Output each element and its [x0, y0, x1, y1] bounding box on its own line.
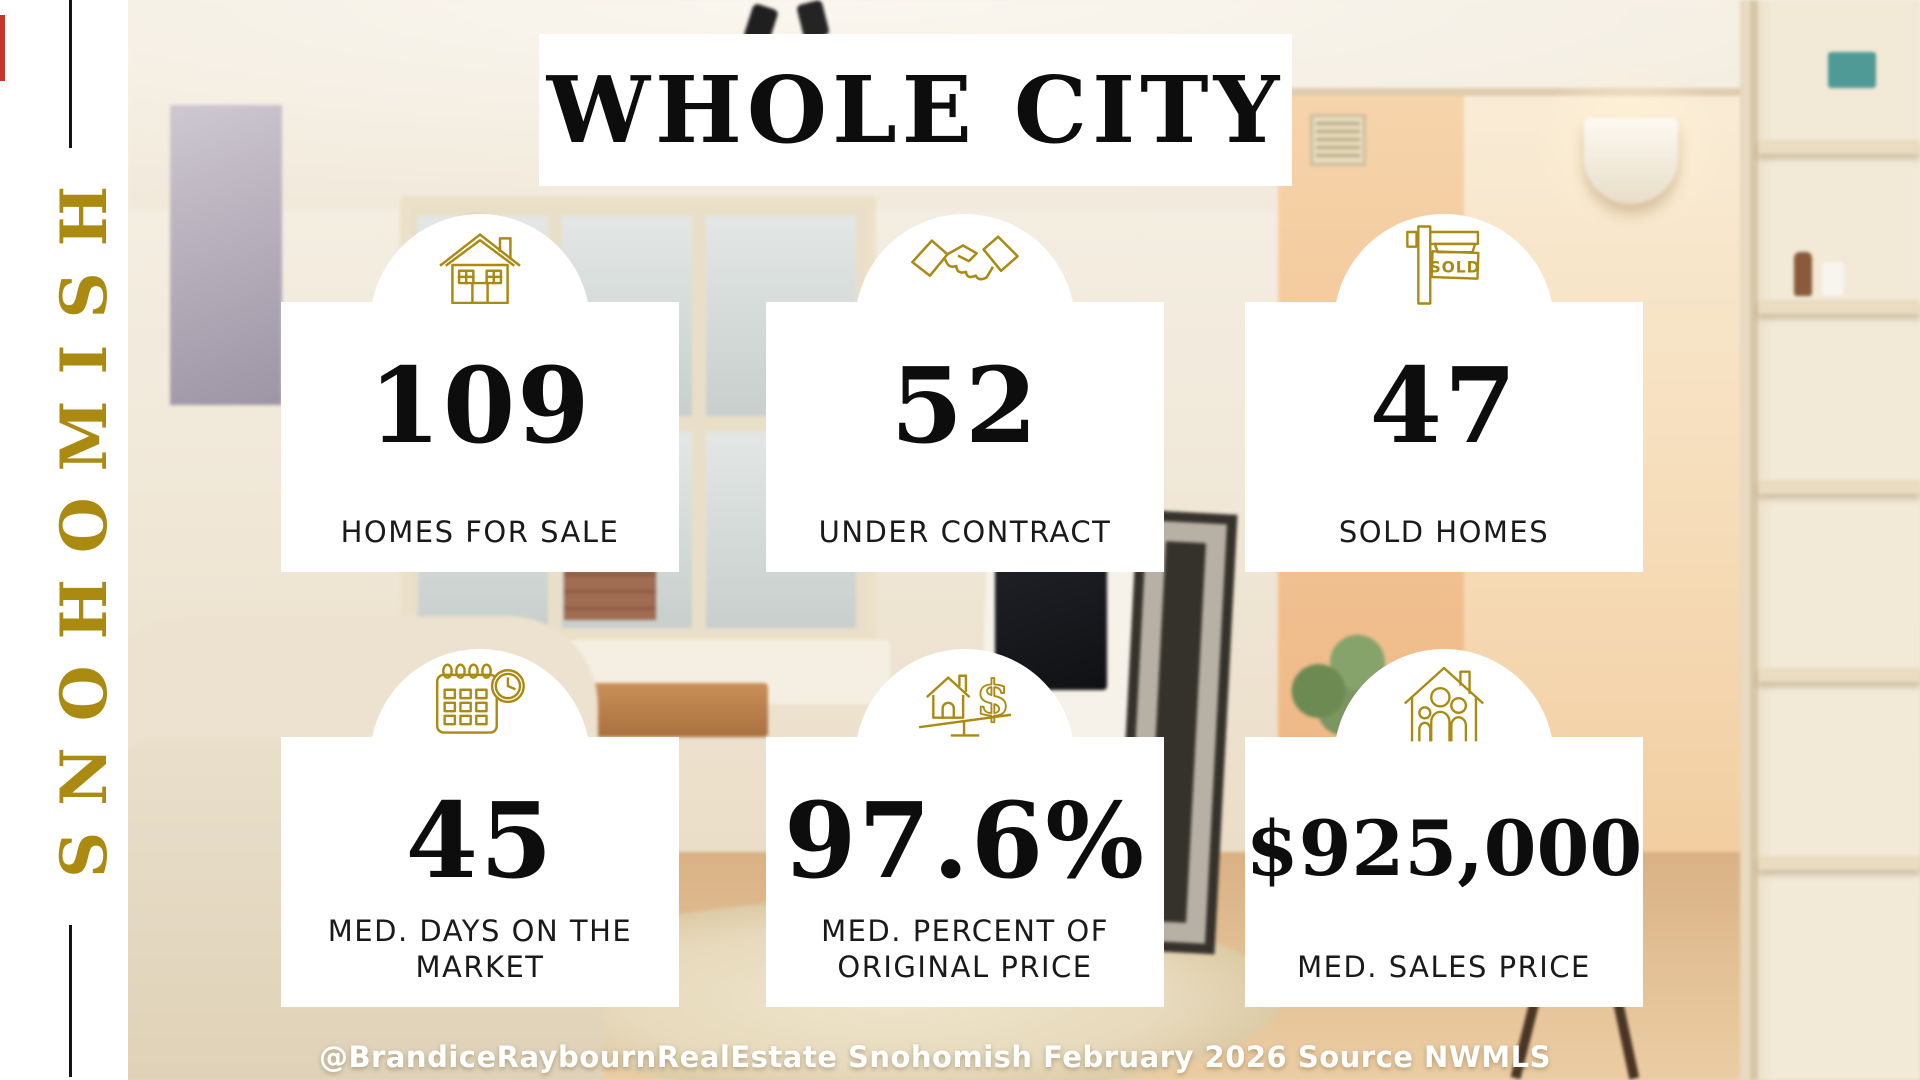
- stat-label: MED. DAYS ON THE MARKET: [327, 914, 633, 984]
- stat-value: 109: [368, 344, 592, 467]
- calendar-clock-icon: [415, 661, 545, 739]
- page-title: WHOLE CITY: [546, 56, 1285, 164]
- stat-label: MED. SALES PRICE: [1297, 949, 1591, 984]
- air-vent-slats: [1316, 122, 1360, 158]
- house-icon: [415, 226, 545, 304]
- stat-card-homes-for-sale: 109 HOMES FOR SALE: [281, 214, 679, 572]
- teal-box: [1828, 52, 1876, 88]
- card-dome: [855, 214, 1075, 434]
- house-dollar-scale-icon: $: [900, 661, 1030, 739]
- red-edge-accent: [0, 15, 5, 81]
- brown-vase: [1794, 252, 1812, 296]
- card-dome: [1334, 649, 1554, 869]
- sold-sign-text: SOLD: [1430, 258, 1481, 276]
- house-family-icon: [1379, 661, 1509, 742]
- wall-sconce-lamp: [1584, 118, 1678, 204]
- footer-caption: @BrandiceRaybournRealEstate Snohomish Fe…: [318, 1040, 1552, 1074]
- sidebar: SNOHOMISH: [0, 0, 128, 1080]
- shelf-board: [1758, 300, 1920, 314]
- stat-card-med-days-on-market: 45 MED. DAYS ON THE MARKET: [281, 649, 679, 1007]
- shelf-board: [1758, 140, 1920, 154]
- bottom-divider-line: [69, 925, 72, 1077]
- stat-label: SOLD HOMES: [1338, 514, 1550, 549]
- shelf-side-panel: [1750, 0, 1758, 1080]
- stat-value: 45: [405, 779, 555, 902]
- stat-card-med-percent-original-price: $ 97.6% MED. PERCENT OF ORIGINAL PRICE: [766, 649, 1164, 1007]
- wall-art: [170, 105, 282, 405]
- stat-label: HOMES FOR SALE: [340, 514, 620, 549]
- stat-value: $925,000: [1245, 804, 1643, 893]
- shelf-board: [1758, 480, 1920, 494]
- shelf-unit: [1740, 0, 1920, 1080]
- shelf-board: [1758, 856, 1920, 870]
- stat-card-under-contract: 52 UNDER CONTRACT: [766, 214, 1164, 572]
- white-vase: [1822, 262, 1844, 296]
- shelf-board: [1758, 668, 1920, 682]
- sold-sign-icon: SOLD: [1379, 225, 1509, 305]
- stat-label: UNDER CONTRACT: [818, 514, 1112, 549]
- stat-value: 52: [890, 344, 1040, 467]
- top-divider-line: [69, 0, 72, 148]
- location-label: SNOHOMISH: [47, 159, 122, 878]
- handshake-icon: [900, 226, 1030, 304]
- stat-value: 97.6%: [783, 779, 1147, 902]
- title-banner: WHOLE CITY: [539, 34, 1292, 186]
- card-dome: [370, 214, 590, 434]
- stat-card-med-sales-price: $925,000 MED. SALES PRICE: [1245, 649, 1643, 1007]
- stat-value: 47: [1369, 344, 1519, 467]
- card-dome: [370, 649, 590, 869]
- stat-card-sold-homes: SOLD 47 SOLD HOMES: [1245, 214, 1643, 572]
- dollar-glyph: $: [976, 671, 1010, 727]
- stat-label: MED. PERCENT OF ORIGINAL PRICE: [821, 914, 1109, 984]
